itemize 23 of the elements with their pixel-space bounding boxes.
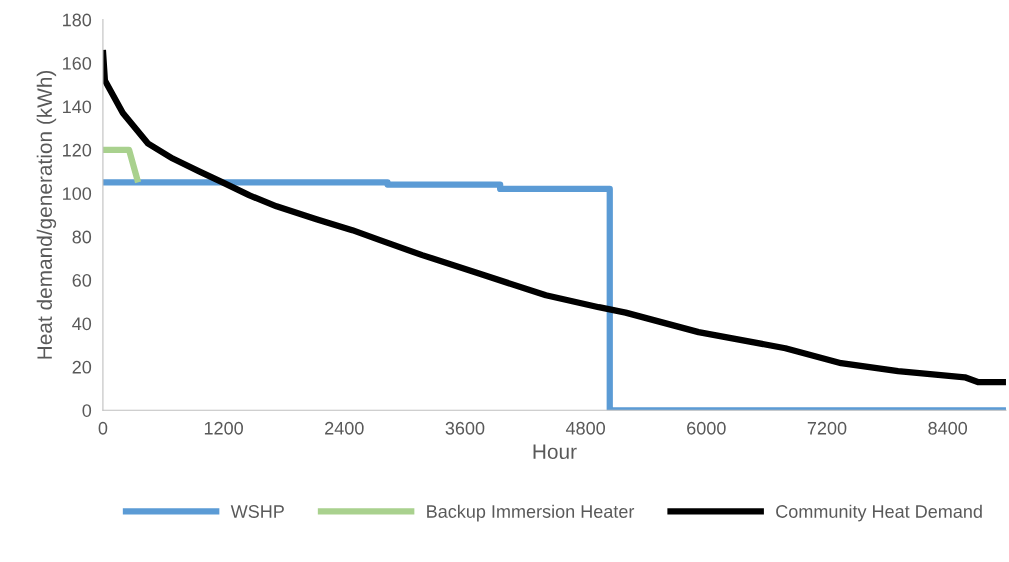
x-tick-label: 4800: [565, 421, 605, 435]
y-tick-label: 180: [63, 13, 92, 27]
y-tick-label: 120: [63, 143, 92, 157]
y-tick-label: 80: [72, 230, 92, 244]
legend-label: Backup Immersion Heater: [427, 504, 635, 522]
x-tick-label: 7200: [807, 421, 847, 435]
y-tick-label: 140: [63, 100, 92, 114]
x-tick-label: 3600: [445, 421, 485, 435]
x-tick-label: 8400: [928, 421, 968, 435]
legend-label: WSHP: [230, 505, 284, 518]
x-tick-label: 1200: [204, 421, 243, 435]
x-tick-label: 0: [98, 421, 108, 435]
x-tick-label: 2400: [325, 421, 364, 435]
x-axis-title: Hour: [533, 444, 577, 460]
y-axis-title: Heat demand/generation (kWh): [36, 70, 57, 359]
y-tick-label: 60: [72, 274, 92, 287]
y-tick-label: 100: [63, 187, 92, 200]
y-tick-label: 160: [63, 57, 92, 70]
y-tick-label: 0: [82, 404, 92, 417]
legend-label: Community Heat Demand: [776, 504, 982, 522]
y-tick-label: 20: [72, 360, 92, 374]
x-tick-label: 6000: [687, 421, 726, 435]
y-tick-label: 40: [72, 317, 92, 331]
